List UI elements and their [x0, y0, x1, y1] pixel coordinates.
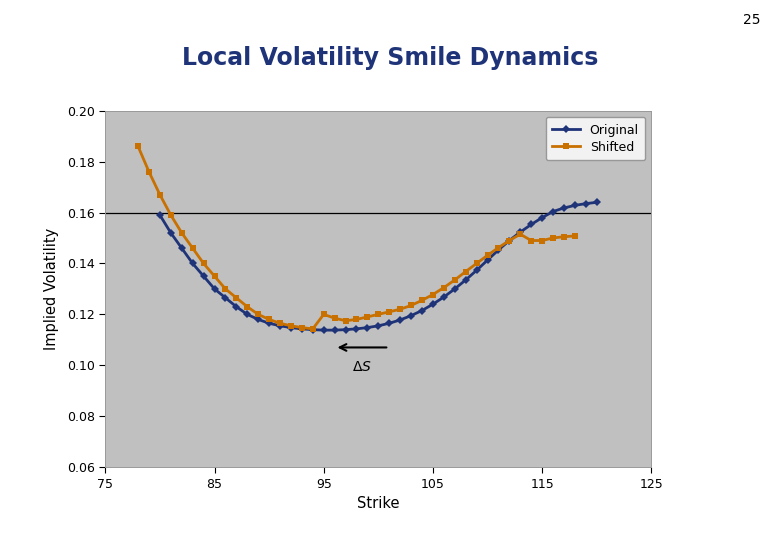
- Shifted: [450, 276, 459, 283]
- Shifted: [210, 273, 219, 279]
- Original: [297, 326, 307, 332]
- Text: $\Delta S$: $\Delta S$: [352, 360, 372, 374]
- Original: [363, 325, 372, 331]
- Shifted: [232, 295, 241, 301]
- Original: [188, 260, 197, 267]
- Y-axis label: Implied Volatility: Implied Volatility: [44, 228, 58, 350]
- Text: 25: 25: [743, 14, 760, 28]
- Original: [254, 316, 263, 323]
- Shifted: [243, 303, 252, 310]
- Shifted: [395, 306, 405, 313]
- Original: [395, 317, 405, 323]
- Original: [450, 286, 459, 292]
- Original: [516, 229, 525, 235]
- Shifted: [406, 302, 416, 309]
- Shifted: [385, 308, 394, 315]
- Original: [483, 257, 492, 264]
- Shifted: [319, 311, 328, 318]
- Original: [548, 208, 558, 215]
- Original: [592, 199, 601, 206]
- Shifted: [537, 237, 547, 244]
- Original: [243, 311, 252, 318]
- Shifted: [516, 231, 525, 238]
- Shifted: [483, 252, 492, 259]
- Original: [319, 327, 328, 333]
- Original: [352, 326, 361, 332]
- Original: [417, 307, 427, 314]
- Line: Shifted: Shifted: [135, 144, 578, 332]
- Shifted: [417, 297, 427, 303]
- Shifted: [188, 245, 197, 252]
- Shifted: [155, 192, 165, 198]
- Shifted: [472, 260, 481, 267]
- Original: [221, 295, 230, 301]
- Shifted: [264, 316, 274, 323]
- Original: [341, 326, 350, 333]
- Original: [570, 202, 580, 208]
- Original: [472, 267, 481, 274]
- Original: [385, 320, 394, 327]
- Shifted: [374, 311, 383, 318]
- Original: [526, 221, 536, 228]
- Shifted: [548, 235, 558, 241]
- Shifted: [352, 316, 361, 323]
- Text: Local Volatility Smile Dynamics: Local Volatility Smile Dynamics: [182, 46, 598, 70]
- Shifted: [254, 311, 263, 318]
- Shifted: [221, 286, 230, 292]
- Original: [559, 205, 569, 211]
- Shifted: [133, 143, 143, 150]
- Shifted: [177, 230, 186, 236]
- Original: [308, 326, 317, 333]
- Shifted: [330, 315, 339, 321]
- Original: [406, 312, 416, 319]
- Original: [286, 325, 296, 331]
- Shifted: [144, 168, 154, 175]
- Line: Original: Original: [157, 200, 600, 333]
- Original: [166, 230, 176, 236]
- Shifted: [286, 322, 296, 329]
- Shifted: [570, 233, 580, 239]
- Shifted: [505, 237, 514, 244]
- Shifted: [275, 320, 285, 327]
- Shifted: [308, 326, 317, 332]
- Original: [275, 322, 285, 329]
- Shifted: [297, 325, 307, 331]
- Shifted: [494, 245, 503, 251]
- Original: [264, 320, 274, 327]
- Legend: Original, Shifted: Original, Shifted: [546, 117, 645, 160]
- Shifted: [363, 314, 372, 320]
- Shifted: [461, 268, 470, 275]
- Original: [461, 276, 470, 283]
- Shifted: [526, 237, 536, 244]
- Shifted: [428, 291, 438, 298]
- Original: [505, 237, 514, 244]
- Shifted: [341, 318, 350, 324]
- Original: [210, 286, 219, 292]
- Shifted: [199, 260, 208, 267]
- Shifted: [439, 285, 448, 291]
- Original: [494, 247, 503, 253]
- Shifted: [166, 212, 176, 218]
- Original: [428, 301, 438, 307]
- Original: [155, 212, 165, 218]
- Original: [177, 245, 186, 252]
- Original: [330, 327, 339, 333]
- Original: [439, 294, 448, 300]
- Original: [199, 273, 208, 279]
- Original: [232, 303, 241, 310]
- Shifted: [559, 233, 569, 240]
- Original: [581, 200, 590, 207]
- Original: [374, 322, 383, 329]
- Original: [537, 214, 547, 221]
- X-axis label: Strike: Strike: [357, 496, 399, 511]
